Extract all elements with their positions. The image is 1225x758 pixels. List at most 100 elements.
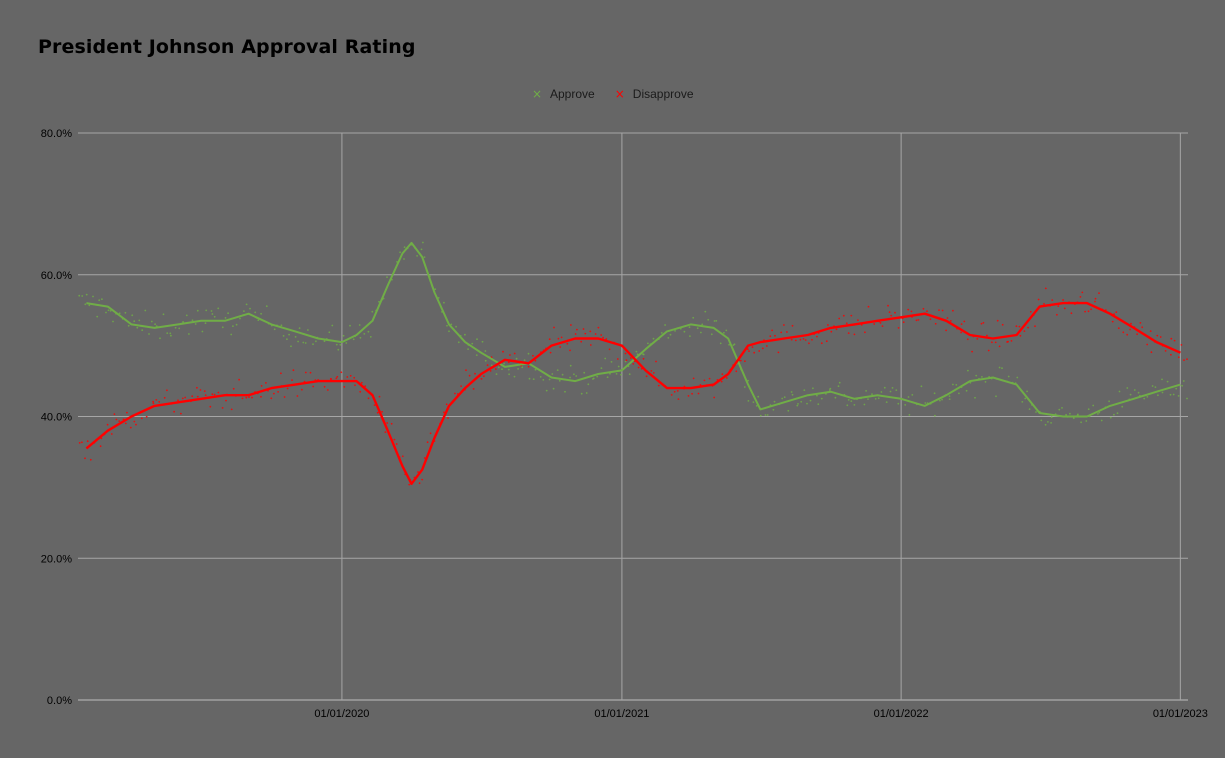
scatter-point-disapprove xyxy=(482,375,485,378)
scatter-point-disapprove xyxy=(890,314,893,317)
scatter-point-disapprove xyxy=(838,317,841,320)
scatter-point-approve xyxy=(1061,407,1063,409)
scatter-point-disapprove xyxy=(381,410,383,413)
scatter-point-disapprove xyxy=(426,441,429,444)
scatter-point-disapprove xyxy=(976,338,979,340)
scatter-point-approve xyxy=(1133,389,1136,391)
scatter-point-disapprove xyxy=(472,388,475,390)
scatter-point-approve xyxy=(337,348,340,351)
scatter-point-disapprove xyxy=(994,341,997,344)
scatter-point-disapprove xyxy=(780,331,783,334)
scatter-point-approve xyxy=(201,330,204,333)
scatter-point-disapprove xyxy=(283,396,286,398)
scatter-point-disapprove xyxy=(835,328,838,331)
scatter-point-approve xyxy=(920,385,923,388)
scatter-point-disapprove xyxy=(86,440,89,443)
scatter-point-disapprove xyxy=(600,334,603,336)
scatter-point-approve xyxy=(669,333,672,336)
scatter-point-disapprove xyxy=(1051,299,1054,301)
scatter-point-approve xyxy=(692,316,695,319)
scatter-point-disapprove xyxy=(926,310,928,313)
scatter-point-approve xyxy=(331,324,334,327)
scatter-point-disapprove xyxy=(867,305,870,308)
scatter-point-disapprove xyxy=(692,377,695,380)
scatter-point-approve xyxy=(874,398,877,400)
scatter-point-approve xyxy=(107,309,110,312)
scatter-point-approve xyxy=(548,378,551,381)
scatter-point-approve xyxy=(257,319,260,322)
scatter-point-approve xyxy=(1026,390,1028,393)
scatter-point-disapprove xyxy=(853,333,856,336)
scatter-point-approve xyxy=(904,404,907,406)
scatter-point-disapprove xyxy=(652,372,655,374)
scatter-point-approve xyxy=(781,397,784,400)
scatter-point-approve xyxy=(1137,391,1140,394)
scatter-point-approve xyxy=(131,314,134,317)
scatter-point-approve xyxy=(88,304,91,307)
scatter-point-approve xyxy=(369,336,372,338)
scatter-point-disapprove xyxy=(677,398,680,400)
scatter-point-approve xyxy=(288,333,290,336)
scatter-point-approve xyxy=(290,345,292,348)
scatter-point-approve xyxy=(747,400,750,402)
scatter-point-disapprove xyxy=(629,357,632,359)
scatter-point-disapprove xyxy=(632,363,635,365)
scatter-point-approve xyxy=(188,333,190,335)
scatter-point-approve xyxy=(573,373,575,376)
scatter-point-approve xyxy=(260,312,262,315)
scatter-point-approve xyxy=(1069,412,1071,415)
scatter-point-disapprove xyxy=(987,349,990,352)
scatter-point-disapprove xyxy=(395,443,398,445)
scatter-point-disapprove xyxy=(1027,326,1029,329)
scatter-point-approve xyxy=(501,368,503,371)
scatter-point-disapprove xyxy=(166,389,168,392)
scatter-point-disapprove xyxy=(637,366,640,369)
scatter-point-approve xyxy=(710,333,713,336)
scatter-point-approve xyxy=(302,341,305,344)
scatter-point-approve xyxy=(561,373,564,376)
scatter-point-approve xyxy=(596,375,599,378)
scatter-point-disapprove xyxy=(566,342,569,345)
scatter-point-disapprove xyxy=(248,396,250,399)
scatter-point-approve xyxy=(386,276,388,278)
scatter-point-disapprove xyxy=(1090,308,1092,311)
y-tick-label: 60.0% xyxy=(41,270,72,282)
scatter-point-disapprove xyxy=(657,384,660,387)
scatter-point-disapprove xyxy=(99,445,102,448)
scatter-point-disapprove xyxy=(251,396,253,399)
scatter-point-approve xyxy=(105,311,107,314)
scatter-point-approve xyxy=(166,332,169,334)
scatter-point-approve xyxy=(81,295,84,297)
scatter-point-approve xyxy=(464,333,466,336)
scatter-point-approve xyxy=(422,241,424,244)
scatter-point-disapprove xyxy=(1015,325,1018,328)
scatter-point-disapprove xyxy=(417,471,419,473)
scatter-point-approve xyxy=(1007,375,1010,378)
scatter-point-approve xyxy=(476,338,478,341)
scatter-point-approve xyxy=(312,343,314,346)
scatter-point-approve xyxy=(497,366,500,369)
scatter-point-disapprove xyxy=(811,338,813,341)
scatter-point-approve xyxy=(235,323,238,326)
scatter-point-approve xyxy=(423,256,426,258)
scatter-point-disapprove xyxy=(1043,303,1045,305)
scatter-point-approve xyxy=(352,338,355,341)
scatter-point-approve xyxy=(1161,391,1164,394)
scatter-point-disapprove xyxy=(221,407,224,409)
scatter-point-approve xyxy=(897,402,900,405)
scatter-point-approve xyxy=(809,399,812,402)
scatter-point-approve xyxy=(527,352,530,355)
scatter-point-approve xyxy=(367,330,370,333)
scatter-point-approve xyxy=(1035,411,1037,413)
scatter-point-disapprove xyxy=(360,381,363,384)
scatter-point-disapprove xyxy=(589,330,592,333)
scatter-point-disapprove xyxy=(445,403,448,406)
legend-marker: × xyxy=(532,87,542,101)
scatter-point-approve xyxy=(133,320,136,323)
scatter-point-disapprove xyxy=(827,324,829,326)
scatter-point-approve xyxy=(211,313,214,315)
scatter-point-approve xyxy=(484,350,487,352)
scatter-point-disapprove xyxy=(580,340,583,343)
scatter-point-approve xyxy=(213,315,216,318)
scatter-point-disapprove xyxy=(1023,330,1026,332)
